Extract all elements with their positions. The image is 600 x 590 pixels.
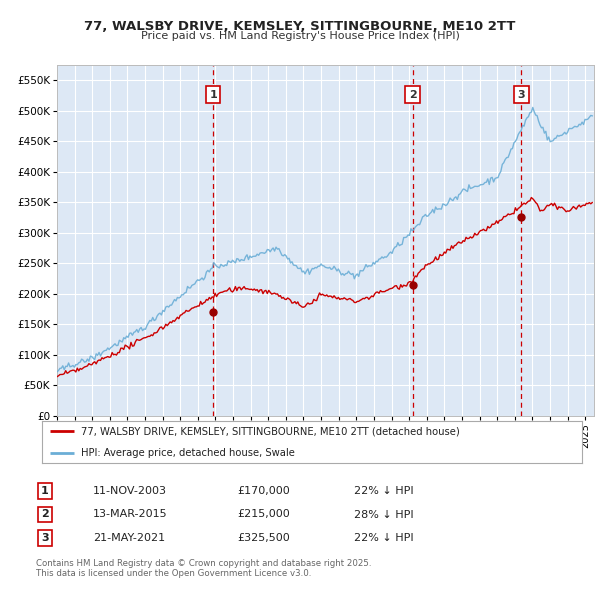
Text: 3: 3 bbox=[41, 533, 49, 543]
Text: 22% ↓ HPI: 22% ↓ HPI bbox=[354, 533, 413, 543]
Text: 1: 1 bbox=[41, 486, 49, 496]
Text: £325,500: £325,500 bbox=[237, 533, 290, 543]
Text: HPI: Average price, detached house, Swale: HPI: Average price, detached house, Swal… bbox=[81, 448, 295, 457]
Text: 1: 1 bbox=[209, 90, 217, 100]
Text: 77, WALSBY DRIVE, KEMSLEY, SITTINGBOURNE, ME10 2TT: 77, WALSBY DRIVE, KEMSLEY, SITTINGBOURNE… bbox=[85, 20, 515, 33]
Text: This data is licensed under the Open Government Licence v3.0.: This data is licensed under the Open Gov… bbox=[36, 569, 311, 578]
Text: 77, WALSBY DRIVE, KEMSLEY, SITTINGBOURNE, ME10 2TT (detached house): 77, WALSBY DRIVE, KEMSLEY, SITTINGBOURNE… bbox=[81, 427, 460, 436]
Text: £215,000: £215,000 bbox=[237, 510, 290, 519]
Text: £170,000: £170,000 bbox=[237, 486, 290, 496]
Text: 3: 3 bbox=[518, 90, 525, 100]
Text: 13-MAR-2015: 13-MAR-2015 bbox=[93, 510, 167, 519]
Text: 22% ↓ HPI: 22% ↓ HPI bbox=[354, 486, 413, 496]
Text: Contains HM Land Registry data © Crown copyright and database right 2025.: Contains HM Land Registry data © Crown c… bbox=[36, 559, 371, 568]
Text: 21-MAY-2021: 21-MAY-2021 bbox=[93, 533, 165, 543]
Text: Price paid vs. HM Land Registry's House Price Index (HPI): Price paid vs. HM Land Registry's House … bbox=[140, 31, 460, 41]
Text: 28% ↓ HPI: 28% ↓ HPI bbox=[354, 510, 413, 519]
Text: 2: 2 bbox=[409, 90, 416, 100]
Text: 2: 2 bbox=[41, 510, 49, 519]
Text: 11-NOV-2003: 11-NOV-2003 bbox=[93, 486, 167, 496]
